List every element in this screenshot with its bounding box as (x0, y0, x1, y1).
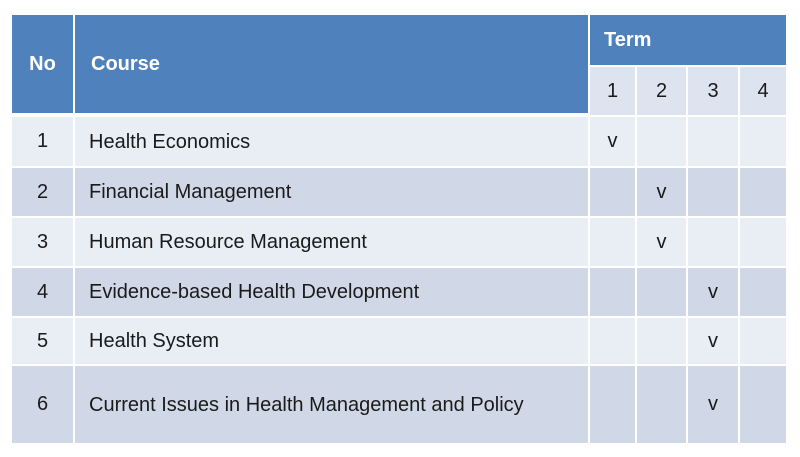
term-cell (688, 117, 740, 168)
header-term: Term (590, 15, 788, 67)
term-cell (590, 168, 637, 218)
term-mark: v (637, 168, 688, 218)
term-cell (740, 268, 788, 318)
term-cell (590, 218, 637, 268)
row-no: 4 (12, 268, 75, 318)
term-cell (590, 318, 637, 366)
term-cell (740, 218, 788, 268)
row-no: 3 (12, 218, 75, 268)
row-course: Evidence-based Health Development (75, 268, 590, 318)
term-number: 2 (637, 67, 688, 117)
term-mark: v (590, 117, 637, 168)
term-number: 1 (590, 67, 637, 117)
term-cell (637, 117, 688, 168)
row-course: Human Resource Management (75, 218, 590, 268)
row-course: Financial Management (75, 168, 590, 218)
term-cell (637, 318, 688, 366)
term-cell (688, 168, 740, 218)
term-mark: v (688, 318, 740, 366)
row-no: 6 (12, 366, 75, 445)
term-mark: v (637, 218, 688, 268)
row-no: 1 (12, 117, 75, 168)
term-cell (688, 218, 740, 268)
term-cell (740, 168, 788, 218)
term-mark: v (688, 268, 740, 318)
term-cell (740, 318, 788, 366)
term-cell (637, 366, 688, 445)
term-cell (740, 366, 788, 445)
term-number: 3 (688, 67, 740, 117)
term-cell (637, 268, 688, 318)
term-number: 4 (740, 67, 788, 117)
row-no: 5 (12, 318, 75, 366)
term-cell (590, 366, 637, 445)
term-cell (740, 117, 788, 168)
term-mark: v (688, 366, 740, 445)
term-cell (590, 268, 637, 318)
row-no: 2 (12, 168, 75, 218)
header-course: Course (75, 15, 590, 115)
row-course: Health Economics (75, 117, 590, 168)
header-no: No (12, 15, 75, 115)
row-course: Health System (75, 318, 590, 366)
row-course: Current Issues in Health Management and … (75, 366, 590, 445)
